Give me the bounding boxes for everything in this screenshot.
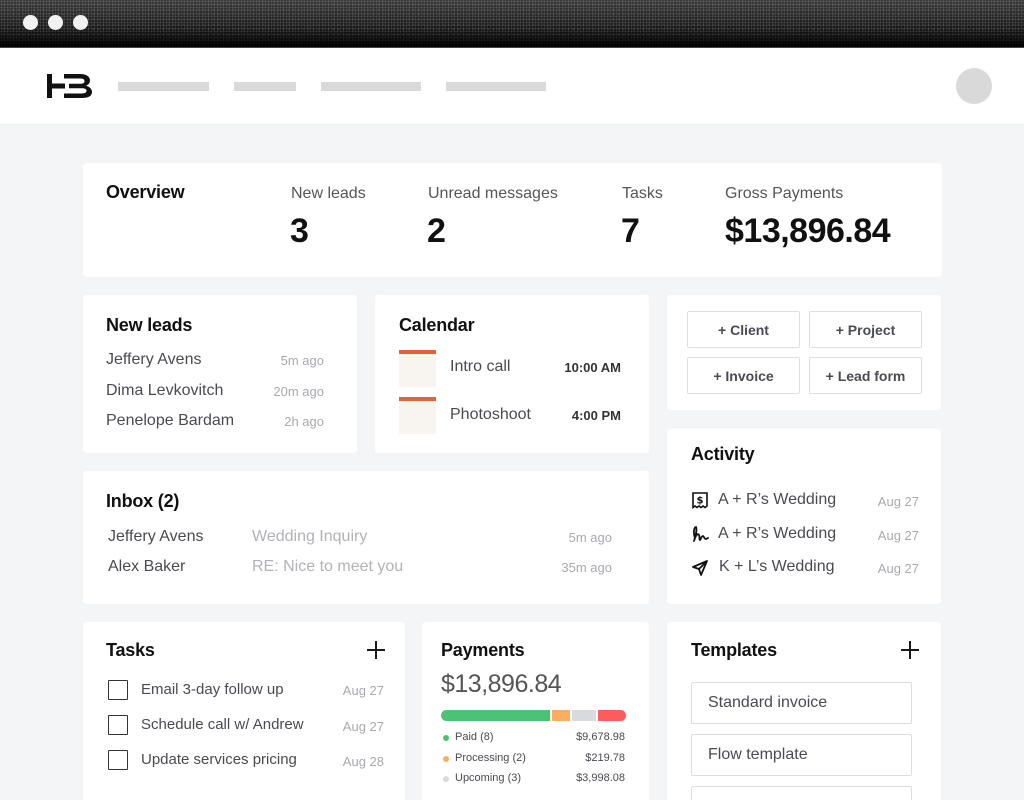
nav-link-placeholder-1[interactable]: [118, 82, 209, 91]
legend-processing-label: Processing (2): [455, 752, 526, 764]
legend-processing-dot: [443, 756, 449, 762]
overview-card: [83, 163, 942, 277]
stat-unread-messages-value[interactable]: 2: [427, 212, 446, 250]
activity-label[interactable]: A + R’s Wedding: [718, 525, 837, 542]
inbox-time: 5m ago: [568, 530, 612, 545]
legend-upcoming-value: $3,998.08: [576, 772, 625, 784]
calendar-event-title[interactable]: Intro call: [450, 358, 511, 375]
task-date: Aug 28: [342, 754, 384, 769]
task-date: Aug 27: [342, 719, 384, 734]
stat-new-leads-label: New leads: [291, 185, 366, 202]
stat-tasks-value[interactable]: 7: [621, 212, 640, 250]
add-project-button[interactable]: + Project: [809, 311, 922, 348]
add-invoice-button[interactable]: + Invoice: [687, 357, 800, 394]
template-item[interactable]: Flow template: [691, 734, 912, 776]
payments-bar-processing[interactable]: [552, 710, 570, 721]
lead-time: 20m ago: [273, 384, 324, 399]
nav-link-placeholder-2[interactable]: [234, 82, 296, 91]
activity-date: Aug 27: [877, 561, 919, 576]
inbox-sender[interactable]: Alex Baker: [108, 558, 186, 575]
activity-date: Aug 27: [877, 494, 919, 509]
add-client-button[interactable]: + Client: [687, 311, 800, 348]
legend-processing-value: $219.78: [585, 752, 625, 764]
stat-gross-payments-label: Gross Payments: [725, 185, 844, 202]
inbox-time: 35m ago: [561, 560, 612, 575]
calendar-icon: [399, 397, 436, 434]
activity-card: [667, 429, 941, 604]
window-controls: [23, 15, 88, 30]
legend-paid-value: $9,678.98: [576, 731, 625, 743]
inbox-title: Inbox (2): [106, 491, 180, 511]
task-label[interactable]: Schedule call w/ Andrew: [141, 716, 304, 733]
calendar-event-title[interactable]: Photoshoot: [450, 406, 531, 423]
calendar-title: Calendar: [399, 315, 475, 335]
add-task-plus-icon[interactable]: [367, 641, 385, 659]
inbox-sender[interactable]: Jeffery Avens: [108, 528, 204, 545]
legend-upcoming-label: Upcoming (3): [455, 772, 522, 784]
signature-icon: [693, 526, 709, 542]
stat-tasks-label: Tasks: [622, 185, 663, 202]
nav-link-placeholder-3[interactable]: [321, 82, 421, 91]
user-avatar[interactable]: [956, 68, 992, 104]
lead-time: 2h ago: [284, 414, 324, 429]
inbox-card: [83, 471, 649, 604]
inbox-subject[interactable]: Wedding Inquiry: [252, 528, 368, 545]
calendar-event-time: 4:00 PM: [571, 408, 621, 423]
add-template-plus-icon[interactable]: [901, 641, 919, 659]
payments-title: Payments: [441, 640, 525, 660]
lead-time: 5m ago: [280, 353, 324, 368]
legend-paid-dot: [443, 735, 449, 741]
task-label[interactable]: Email 3-day follow up: [141, 681, 284, 698]
activity-title: Activity: [691, 444, 755, 464]
new-leads-card: [83, 295, 357, 453]
task-checkbox[interactable]: [108, 680, 128, 700]
lead-name[interactable]: Dima Levkovitch: [106, 382, 224, 399]
svg-text:$: $: [697, 496, 704, 507]
payments-bar-overdue[interactable]: [598, 710, 626, 721]
calendar-icon: [399, 350, 436, 387]
new-leads-title: New leads: [106, 315, 193, 335]
window-minimize-dot[interactable]: [48, 15, 63, 30]
nav-link-placeholder-4[interactable]: [446, 82, 546, 91]
payments-total: $13,896.84: [441, 670, 562, 698]
payments-bar-upcoming[interactable]: [572, 710, 596, 721]
stat-gross-payments-value[interactable]: $13,896.84: [725, 212, 891, 250]
overview-title: Overview: [106, 182, 185, 202]
task-label[interactable]: Update services pricing: [141, 751, 297, 768]
invoice-dollar-icon: $: [692, 492, 708, 509]
activity-date: Aug 27: [877, 528, 919, 543]
window-close-dot[interactable]: [23, 15, 38, 30]
tasks-card: [83, 622, 405, 800]
payments-bar-paid[interactable]: [441, 710, 550, 721]
task-date: Aug 27: [342, 683, 384, 698]
legend-upcoming-dot: [443, 776, 449, 782]
template-item[interactable]: [691, 786, 912, 800]
window-maximize-dot[interactable]: [73, 15, 88, 30]
lead-name[interactable]: Penelope Bardam: [106, 412, 235, 429]
window-titlebar: [0, 0, 1024, 48]
task-checkbox[interactable]: [108, 750, 128, 770]
inbox-subject[interactable]: RE: Nice to meet you: [252, 558, 404, 575]
add-lead-form-button[interactable]: + Lead form: [809, 357, 922, 394]
lead-name[interactable]: Jeffery Avens: [106, 351, 202, 368]
activity-label[interactable]: A + R’s Wedding: [718, 491, 837, 508]
send-paper-plane-icon: [692, 560, 708, 576]
calendar-event-time: 10:00 AM: [564, 360, 621, 375]
templates-title: Templates: [691, 640, 777, 660]
honeybook-logo-icon[interactable]: [47, 73, 93, 99]
stat-new-leads-value[interactable]: 3: [290, 212, 309, 250]
task-checkbox[interactable]: [108, 715, 128, 735]
stat-unread-messages-label: Unread messages: [428, 185, 558, 202]
activity-label[interactable]: K + L’s Wedding: [719, 558, 835, 575]
tasks-title: Tasks: [106, 640, 155, 660]
legend-paid-label: Paid (8): [455, 731, 494, 743]
template-item[interactable]: Standard invoice: [691, 682, 912, 724]
